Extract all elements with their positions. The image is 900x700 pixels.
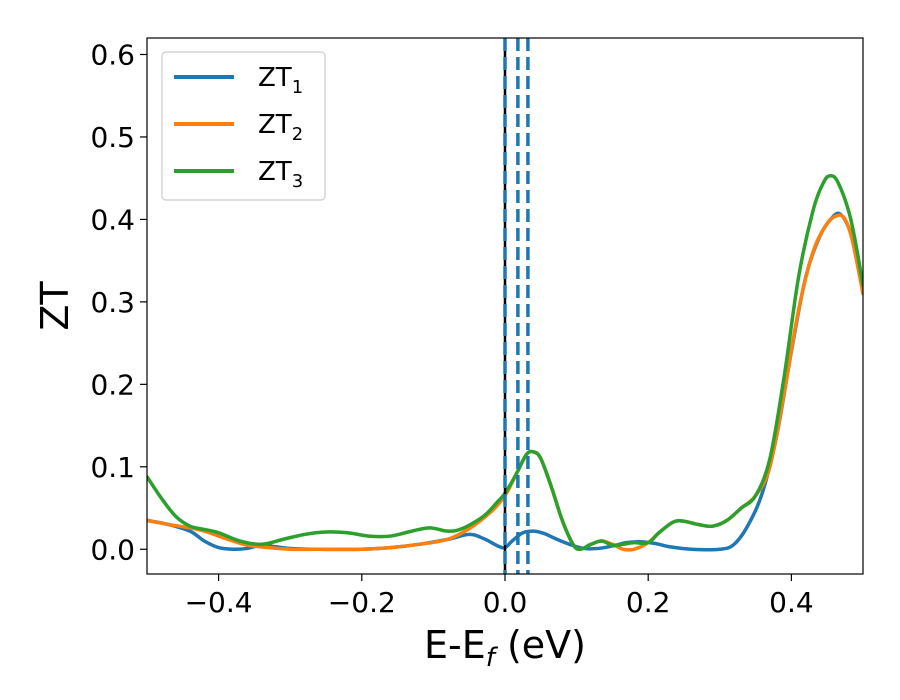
y-tick-label: 0.1 <box>90 451 135 484</box>
y-tick-label: 0.6 <box>90 38 135 71</box>
y-tick-label: 0.4 <box>90 203 135 236</box>
vline-layer <box>503 38 530 574</box>
legend-entry-2: ZT2 <box>174 110 303 145</box>
x-axis-label-unit: (eV) <box>495 623 586 667</box>
legend-box <box>161 51 326 201</box>
y-tick-label: 0.2 <box>90 368 135 401</box>
y-tick-label: 0.5 <box>90 121 135 154</box>
legend-entry-3: ZT3 <box>174 157 303 192</box>
legend-label-3: ZT3 <box>258 157 303 192</box>
x-tick-label: −0.2 <box>328 586 396 619</box>
x-axis-label: E-Ef (eV) <box>424 623 586 673</box>
series-line-3 <box>147 173 863 552</box>
y-tick-label: 0.3 <box>90 286 135 319</box>
x-tick-label: 0.4 <box>769 586 814 619</box>
x-tick-label: −0.4 <box>185 586 253 619</box>
y-axis-ticks: 0.0 0.1 0.2 0.3 0.4 0.5 0.6 <box>90 38 147 566</box>
y-tick-label: 0.0 <box>90 533 135 566</box>
y-axis-label: ZT <box>33 281 77 331</box>
x-tick-label: 0.0 <box>483 586 528 619</box>
x-axis-ticks: −0.4 −0.2 0.0 0.2 0.4 <box>185 574 814 619</box>
legend: ZT1 ZT2 ZT3 <box>161 51 326 201</box>
legend-entry-1: ZT1 <box>174 63 303 98</box>
legend-label-1: ZT1 <box>258 63 303 98</box>
x-axis-label-main: E-E <box>424 623 486 667</box>
series-layer <box>147 173 863 552</box>
legend-label-2: ZT2 <box>258 110 303 145</box>
x-tick-label: 0.2 <box>626 586 671 619</box>
